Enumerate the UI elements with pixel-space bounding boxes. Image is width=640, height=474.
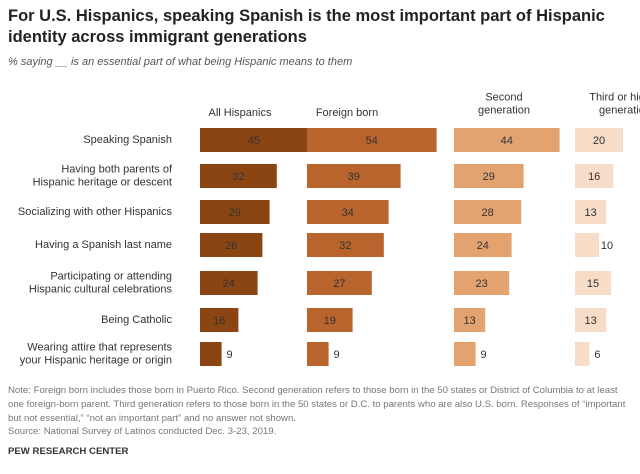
value-label: 13 bbox=[584, 315, 596, 327]
category-label: Socializing with other Hispanics bbox=[18, 206, 173, 218]
bar bbox=[454, 200, 522, 224]
bar bbox=[454, 233, 512, 257]
value-label: 34 bbox=[342, 207, 354, 219]
category-label: Being Catholic bbox=[101, 314, 172, 326]
value-label: 10 bbox=[601, 240, 613, 252]
value-label: 20 bbox=[593, 135, 605, 147]
value-label: 27 bbox=[333, 278, 345, 290]
value-label: 45 bbox=[248, 135, 260, 147]
value-label: 9 bbox=[227, 349, 233, 361]
value-label: 32 bbox=[232, 171, 244, 183]
bar bbox=[575, 128, 623, 152]
bar bbox=[307, 200, 389, 224]
value-label: 13 bbox=[584, 207, 596, 219]
value-label: 24 bbox=[477, 240, 489, 252]
column-header: Second generation bbox=[478, 91, 530, 116]
value-label: 28 bbox=[481, 207, 493, 219]
bar bbox=[307, 164, 401, 188]
value-label: 39 bbox=[348, 171, 360, 183]
chart-title: For U.S. Hispanics, speaking Spanish is … bbox=[8, 7, 605, 46]
value-label: 6 bbox=[594, 349, 600, 361]
bar bbox=[454, 164, 524, 188]
chart-subtitle: % saying __ is an essential part of what… bbox=[8, 56, 353, 68]
value-label: 9 bbox=[334, 349, 340, 361]
category-label: Having both parents of Hispanic heritage … bbox=[33, 163, 173, 188]
category-label: Wearing attire that represents your Hispa… bbox=[20, 341, 173, 366]
value-label: 16 bbox=[213, 315, 225, 327]
value-label: 44 bbox=[501, 135, 513, 147]
value-label: 29 bbox=[229, 207, 241, 219]
source: Source: National Survey of Latinos condu… bbox=[8, 426, 277, 437]
bar bbox=[200, 164, 277, 188]
value-label: 26 bbox=[225, 240, 237, 252]
bar bbox=[575, 308, 607, 332]
bar bbox=[575, 233, 599, 257]
bar bbox=[454, 128, 560, 152]
bar bbox=[200, 200, 270, 224]
column-header: Foreign born bbox=[316, 107, 378, 119]
bar bbox=[307, 308, 353, 332]
value-label: 54 bbox=[366, 135, 378, 147]
value-label: 9 bbox=[481, 349, 487, 361]
value-label: 32 bbox=[339, 240, 351, 252]
bar bbox=[200, 233, 263, 257]
value-label: 19 bbox=[324, 315, 336, 327]
value-label: 29 bbox=[483, 171, 495, 183]
bar bbox=[200, 342, 222, 366]
column-header: All Hispanics bbox=[209, 107, 272, 119]
bar bbox=[575, 164, 614, 188]
bar bbox=[200, 308, 239, 332]
bar bbox=[454, 342, 476, 366]
value-label: 23 bbox=[475, 278, 487, 290]
value-label: 16 bbox=[588, 171, 600, 183]
value-label: 15 bbox=[587, 278, 599, 290]
chart: Speaking Spanish Having both parents of Hi… bbox=[18, 91, 640, 366]
bar bbox=[307, 233, 384, 257]
bar bbox=[575, 342, 590, 366]
bar bbox=[575, 200, 607, 224]
category-label: Speaking Spanish bbox=[83, 134, 172, 146]
bar bbox=[200, 128, 308, 152]
credit: PEW RESEARCH CENTER bbox=[8, 446, 129, 457]
bar bbox=[307, 128, 437, 152]
bar bbox=[575, 271, 611, 295]
bar bbox=[454, 308, 486, 332]
bar bbox=[307, 342, 329, 366]
bar bbox=[200, 271, 258, 295]
column-header: Third or highergeneration bbox=[589, 91, 640, 116]
category-label: Participating or attending Hispanic cultu… bbox=[29, 270, 173, 295]
value-label: 13 bbox=[463, 315, 475, 327]
value-label: 24 bbox=[223, 278, 235, 290]
note: Note: Foreign born includes those born i… bbox=[8, 385, 626, 424]
bar bbox=[307, 271, 372, 295]
category-label: Having a Spanish last name bbox=[35, 239, 172, 251]
bar bbox=[454, 271, 510, 295]
